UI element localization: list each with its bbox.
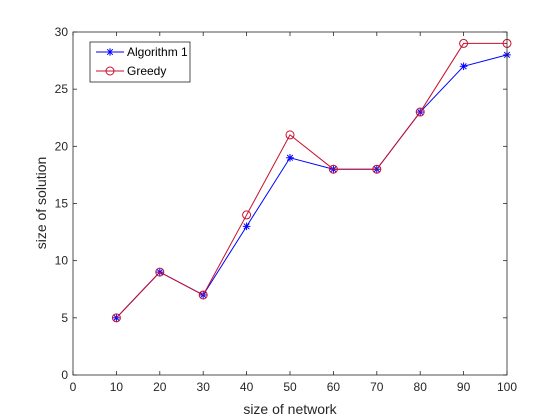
y-tick-label: 15 — [55, 197, 69, 211]
tick-labels: 0 10 20 30 40 50 60 70 80 90 100 0 5 10 15 20 25 30 — [55, 25, 518, 394]
y-tick-label: 5 — [61, 311, 68, 325]
x-tick-label: 80 — [414, 380, 428, 394]
plot-area — [73, 32, 507, 375]
legend-entry-greedy: Greedy — [96, 64, 166, 78]
series-greedy — [111, 38, 512, 323]
data-point-greedy — [198, 290, 208, 300]
x-tick-label: 40 — [240, 380, 254, 394]
y-tick-label: 30 — [55, 25, 69, 39]
y-tick-label: 25 — [55, 82, 69, 96]
data-point-greedy — [242, 210, 252, 220]
legend-marker-shape — [106, 48, 114, 56]
data-point-algorithm-1 — [459, 62, 468, 71]
y-tick-label: 20 — [55, 139, 69, 153]
x-tick-label: 20 — [153, 380, 167, 394]
x-tick-label: 90 — [457, 380, 471, 394]
legend-marker-algorithm-1 — [106, 48, 114, 56]
legend-marker-shape — [105, 66, 115, 76]
x-tick-label: 10 — [110, 380, 124, 394]
data-point-greedy — [111, 313, 121, 323]
legend: Algorithm 1 Greedy — [89, 41, 191, 83]
data-point-algorithm-1 — [286, 153, 294, 162]
data-point-greedy — [372, 164, 382, 174]
x-tick-label: 60 — [327, 380, 341, 394]
data-point-greedy — [328, 164, 338, 174]
y-axis-label: size of solution — [33, 157, 49, 250]
data-point-greedy — [415, 107, 425, 117]
data-point-greedy — [285, 130, 295, 140]
data-point-greedy — [459, 38, 469, 48]
x-tick-label: 100 — [497, 380, 517, 394]
x-tick-label: 30 — [197, 380, 211, 394]
series-line-greedy — [116, 42, 507, 319]
plot-frame — [72, 31, 508, 376]
x-tick-label: 50 — [283, 380, 297, 394]
x-tick-label: 0 — [70, 380, 77, 394]
legend-entry-algorithm-1: Algorithm 1 — [96, 45, 188, 59]
legend-label-greedy: Greedy — [127, 64, 166, 78]
x-tick-label: 70 — [370, 380, 384, 394]
x-axis-label: size of network — [243, 401, 337, 417]
legend-box — [89, 41, 191, 83]
legend-label-algorithm-1: Algorithm 1 — [127, 45, 188, 59]
data-point-greedy — [155, 267, 165, 277]
legend-marker-greedy — [105, 66, 115, 76]
y-tick-label: 0 — [61, 368, 68, 382]
data-point-algorithm-1 — [242, 222, 251, 231]
y-tick-label: 10 — [55, 254, 69, 268]
